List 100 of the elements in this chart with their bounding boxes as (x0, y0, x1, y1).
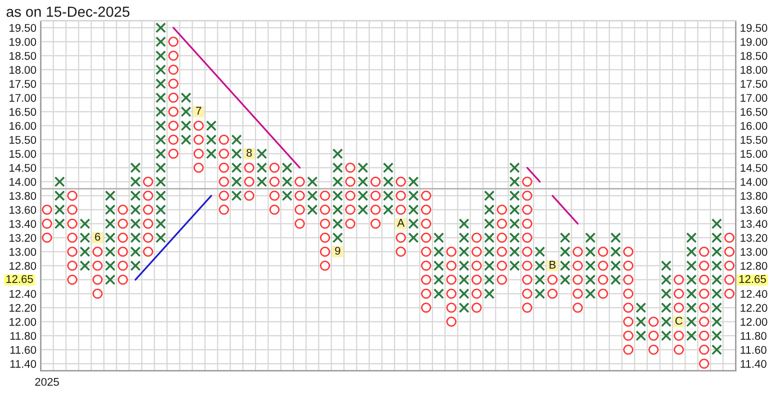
point (496, 274, 508, 285)
point (572, 274, 583, 285)
point (699, 260, 710, 271)
point (143, 190, 154, 201)
point (54, 218, 65, 229)
point (472, 288, 482, 299)
point (724, 274, 734, 285)
point (382, 190, 394, 201)
point (598, 274, 608, 285)
point (484, 260, 495, 271)
point (484, 232, 495, 243)
point (294, 218, 305, 229)
point (206, 148, 217, 159)
point (458, 274, 470, 285)
point (294, 204, 305, 215)
annotation: B (550, 260, 556, 269)
point (104, 246, 116, 257)
point (636, 316, 646, 327)
point (674, 344, 684, 355)
point (155, 92, 166, 103)
point (724, 232, 734, 243)
point (572, 246, 583, 257)
chart-title: as on 15-Dec-2025 (6, 6, 130, 17)
point (572, 302, 583, 313)
point (67, 274, 78, 285)
point (711, 330, 722, 341)
point (699, 246, 710, 257)
point (522, 218, 532, 229)
point (433, 246, 444, 257)
y-tick-label: 14.50 (10, 164, 36, 172)
point (104, 204, 116, 215)
point (623, 316, 634, 327)
point (92, 274, 103, 285)
point (458, 288, 470, 299)
point (421, 288, 432, 299)
y2-tick-label: 13.00 (740, 248, 768, 256)
point (155, 176, 166, 187)
point (320, 190, 330, 201)
point (446, 288, 456, 299)
point (522, 302, 532, 313)
point (522, 288, 532, 299)
point (130, 176, 141, 187)
y2-tick-label: 14.00 (740, 178, 768, 186)
point (92, 260, 103, 271)
point (118, 246, 128, 257)
point (598, 260, 608, 271)
y-tick-label: 12.80 (10, 262, 36, 270)
point (282, 190, 292, 201)
y2-tick-label: 12.40 (740, 290, 768, 298)
point (446, 274, 456, 285)
point (155, 148, 166, 159)
point (585, 260, 596, 271)
y-tick-label: 11.60 (10, 346, 36, 354)
point (623, 330, 634, 341)
line-series (172, 26, 301, 169)
text: 12.65 (739, 275, 766, 283)
point (42, 232, 52, 243)
point (130, 218, 141, 229)
point (623, 344, 634, 355)
point (282, 162, 292, 173)
text: 12.65 (6, 275, 33, 283)
point (585, 232, 596, 243)
y-tick-label: 17.00 (10, 94, 36, 102)
point (42, 218, 52, 229)
point (269, 162, 280, 173)
point (623, 274, 634, 285)
point (610, 274, 621, 285)
point (67, 204, 78, 215)
y2-tick-label: 15.50 (740, 136, 768, 144)
point (80, 218, 90, 229)
point (610, 232, 621, 243)
point (509, 190, 520, 201)
point (206, 134, 217, 145)
point (218, 148, 230, 159)
point (332, 190, 343, 201)
point (598, 288, 608, 299)
point (180, 92, 192, 103)
point (345, 190, 356, 201)
point (269, 204, 280, 215)
point (155, 204, 166, 215)
point (484, 218, 495, 229)
y2-tick-label: 16.00 (740, 122, 768, 130)
point (130, 204, 141, 215)
annotation: 7 (196, 106, 202, 115)
point (660, 330, 672, 341)
point (660, 316, 672, 327)
y2-tick-label: 12.20 (740, 304, 768, 312)
point (660, 274, 672, 285)
point (446, 302, 456, 313)
point (130, 190, 141, 201)
point (168, 148, 178, 159)
point (724, 260, 734, 271)
point (218, 134, 230, 145)
point (711, 246, 722, 257)
point (522, 204, 532, 215)
point (382, 162, 394, 173)
point (547, 274, 558, 285)
point (484, 288, 495, 299)
point (686, 330, 697, 341)
point (218, 204, 230, 215)
